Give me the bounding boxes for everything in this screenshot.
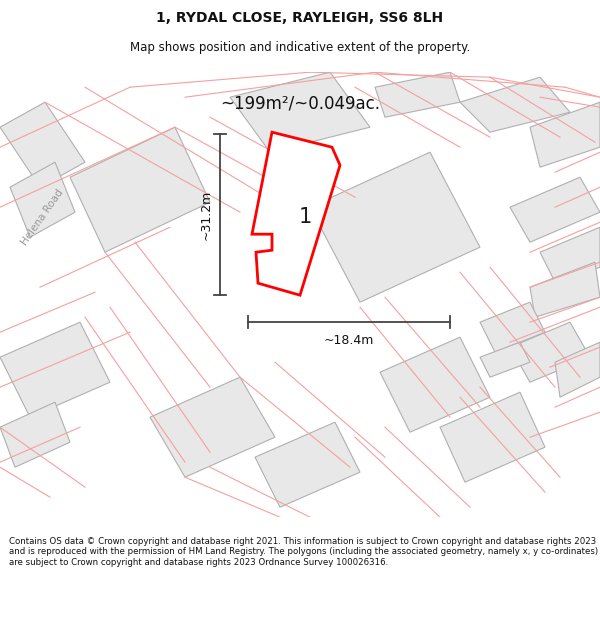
Polygon shape: [10, 162, 75, 237]
Polygon shape: [480, 342, 530, 377]
Text: 1, RYDAL CLOSE, RAYLEIGH, SS6 8LH: 1, RYDAL CLOSE, RAYLEIGH, SS6 8LH: [157, 11, 443, 25]
Polygon shape: [510, 322, 590, 382]
Polygon shape: [555, 342, 600, 398]
Polygon shape: [530, 262, 600, 317]
Polygon shape: [252, 132, 340, 295]
Polygon shape: [310, 152, 480, 302]
Text: Map shows position and indicative extent of the property.: Map shows position and indicative extent…: [130, 41, 470, 54]
Polygon shape: [510, 177, 600, 242]
Polygon shape: [460, 77, 570, 132]
Polygon shape: [480, 302, 545, 352]
Text: 1: 1: [298, 208, 311, 227]
Polygon shape: [440, 392, 545, 482]
Text: ~31.2m: ~31.2m: [199, 189, 212, 240]
Polygon shape: [540, 227, 600, 282]
Polygon shape: [380, 338, 490, 432]
Polygon shape: [70, 127, 210, 252]
Polygon shape: [255, 422, 360, 508]
Polygon shape: [530, 102, 600, 167]
Polygon shape: [0, 402, 70, 468]
Text: ~18.4m: ~18.4m: [324, 334, 374, 347]
Text: Helena Road: Helena Road: [19, 188, 65, 247]
Polygon shape: [0, 102, 85, 188]
Polygon shape: [0, 322, 110, 418]
Polygon shape: [230, 72, 370, 152]
Text: Contains OS data © Crown copyright and database right 2021. This information is : Contains OS data © Crown copyright and d…: [9, 537, 598, 567]
Polygon shape: [375, 72, 460, 118]
Text: ~199m²/~0.049ac.: ~199m²/~0.049ac.: [220, 94, 380, 112]
Polygon shape: [150, 377, 275, 478]
